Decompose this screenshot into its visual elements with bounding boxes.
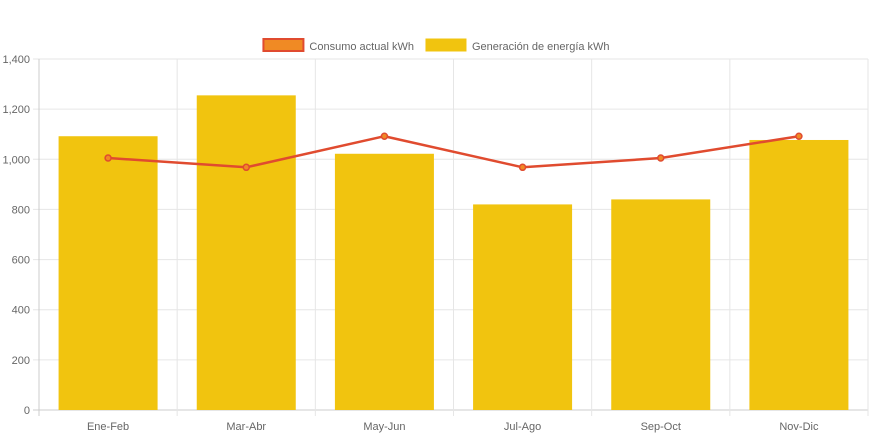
bar[interactable]: [611, 199, 711, 410]
line-point[interactable]: [518, 163, 527, 172]
y-tick-label: 600: [12, 255, 30, 267]
y-tick-label: 400: [12, 305, 30, 317]
axes: 0 200 400 600 800 1,000 1,200 1,400 Ene-Feb Mar-A…: [2, 54, 818, 433]
bar[interactable]: [196, 95, 296, 410]
line-point[interactable]: [795, 132, 803, 140]
line-point[interactable]: [242, 163, 250, 172]
legend-label[interactable]: Consumo actual kWh: [309, 41, 414, 53]
legend: Consumo actual kWh Generación de energía …: [262, 38, 610, 53]
x-tick-label: Ene-Feb: [87, 421, 129, 433]
x-tick-label: May-Jun: [363, 421, 405, 433]
legend-swatch[interactable]: [425, 38, 467, 52]
x-tick-label: Mar-Abr: [226, 421, 266, 433]
legend-label[interactable]: Generación de energía kWh: [472, 41, 610, 53]
line-point[interactable]: [380, 132, 389, 140]
y-tick-label: 800: [12, 204, 30, 216]
y-tick-label: 200: [12, 355, 30, 367]
bar[interactable]: [749, 139, 849, 410]
line-point[interactable]: [657, 154, 665, 162]
y-tick-label: 0: [24, 405, 30, 417]
line-point[interactable]: [104, 154, 112, 162]
bar[interactable]: [473, 204, 573, 410]
x-tick-label: Sep-Oct: [641, 421, 681, 433]
line-path: [107, 134, 800, 169]
line-series: [104, 132, 803, 172]
x-tick-label: Jul-Ago: [504, 421, 541, 433]
x-tick-label: Nov-Dic: [779, 421, 819, 433]
bar-series: [58, 95, 849, 410]
y-tick-label: 1,200: [2, 104, 30, 116]
legend-swatch[interactable]: [262, 38, 305, 52]
y-tick-label: 1,400: [2, 54, 30, 66]
grid: [33, 58, 869, 416]
bar[interactable]: [334, 153, 434, 410]
bar[interactable]: [58, 136, 158, 410]
y-tick-label: 1,000: [2, 154, 30, 166]
